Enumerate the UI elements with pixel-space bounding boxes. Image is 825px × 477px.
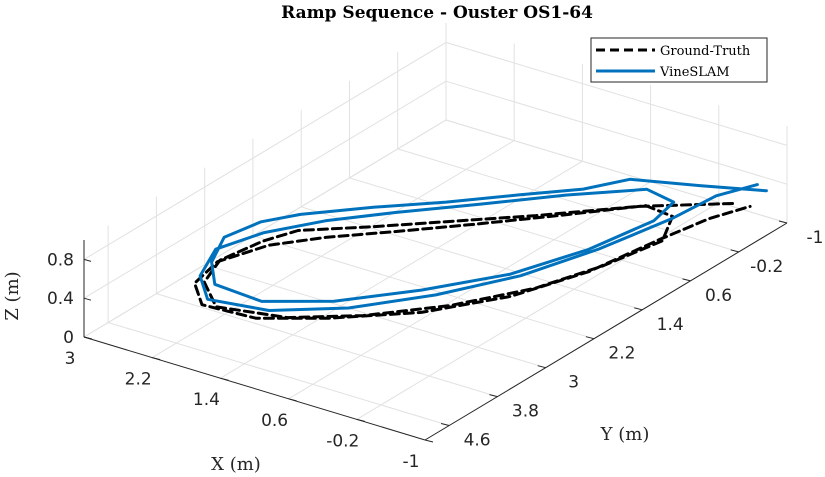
y-tick — [537, 365, 546, 369]
legend-box — [590, 37, 768, 83]
legend-ground-truth-label: Ground-Truth — [660, 44, 751, 59]
wall-grid-line — [83, 119, 447, 338]
x-tick — [152, 357, 161, 361]
y-tick-label: -0.2 — [750, 257, 783, 277]
y-axis-label: Y (m) — [600, 424, 650, 445]
y-tick-label: 0.6 — [705, 286, 732, 306]
y-tick-label: -1 — [807, 228, 824, 248]
y-tick — [730, 249, 739, 253]
y-tick — [489, 394, 498, 398]
y-tick-label: 3 — [568, 373, 579, 393]
y-tick — [634, 307, 643, 311]
floor-grid-line — [301, 206, 643, 311]
x-tick — [288, 398, 297, 402]
floor-grid-line — [204, 264, 546, 369]
chart-title: Ramp Sequence - Ouster OS1-64 — [281, 3, 593, 23]
x-axis-line — [83, 336, 426, 441]
z-tick-label: 0.8 — [47, 250, 74, 270]
wall-grid-line — [445, 41, 788, 146]
x-tick-label: -1 — [403, 452, 420, 472]
y-tick-label: 1.4 — [657, 315, 684, 335]
legend: Ground-Truth VineSLAM — [590, 37, 768, 83]
x-tick-label: -0.2 — [326, 431, 359, 451]
y-tick — [682, 278, 691, 282]
z-tick — [83, 336, 92, 340]
floor-grid-line — [397, 148, 739, 253]
wall-grid-line — [83, 41, 447, 260]
x-tick — [220, 377, 229, 381]
y-tick — [585, 336, 595, 340]
floor-grid-line — [220, 160, 583, 379]
y-tick-label: 3.8 — [512, 402, 539, 422]
x-tick-label: 2.2 — [125, 370, 152, 390]
ground-truth-trajectory — [193, 202, 752, 320]
floor-grid-line — [288, 181, 651, 400]
wall-grid-line — [83, 80, 447, 299]
axes — [83, 220, 788, 443]
y-tick-label: 4.6 — [464, 431, 491, 451]
data-series — [193, 177, 768, 320]
z-tick — [83, 258, 92, 262]
z-tick-label: 0 — [63, 328, 74, 348]
floor-grid-line — [151, 140, 515, 359]
y-tick — [778, 220, 788, 224]
x-tick-label: 1.4 — [193, 390, 220, 410]
x-tick — [356, 418, 365, 422]
z-tick — [83, 297, 92, 301]
y-axis-line — [424, 222, 788, 441]
vineslam-trajectory — [198, 177, 768, 312]
legend-vineslam-label: VineSLAM — [659, 65, 730, 80]
z-axis-label: Z (m) — [2, 271, 23, 320]
y-tick — [440, 423, 450, 426]
y-tick-label: 2.2 — [608, 344, 635, 364]
wall-grid-line — [445, 80, 788, 185]
floor-grid-line — [252, 235, 595, 340]
tick-labels: 3 2.2 1.4 0.6 -0.2 -1 -1 -0.2 0.6 1.4 2.2 3 3.8 4.6 0 0… — [47, 228, 824, 472]
wall-grid-line — [445, 119, 788, 224]
floor-grid-line — [156, 293, 498, 398]
floor-grid-line — [349, 177, 691, 282]
z-tick-label: 0.4 — [47, 289, 74, 309]
floor-grid-line — [107, 322, 450, 426]
x-tick-label: 0.6 — [261, 411, 288, 431]
x-tick — [424, 439, 434, 443]
grid-lines — [83, 23, 788, 441]
x-tick-label: 3 — [65, 349, 76, 369]
x-axis-label: X (m) — [211, 454, 261, 475]
